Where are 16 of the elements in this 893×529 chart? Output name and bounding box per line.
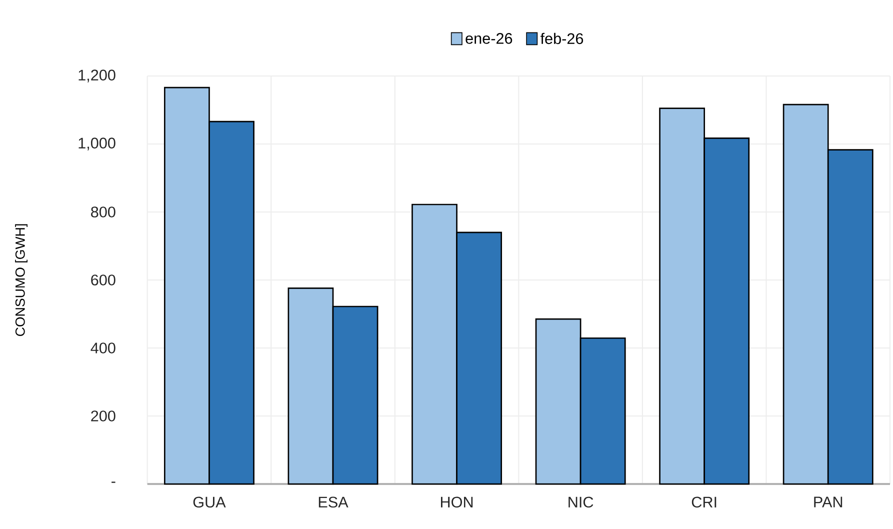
y-tick-label: 1,000 (78, 138, 116, 150)
y-axis-title: CONSUMO [GWH] (15, 224, 28, 336)
y-tick-label: 600 (91, 274, 116, 286)
legend-label: ene-26 (466, 33, 512, 44)
y-tick-label: 400 (90, 342, 116, 354)
legend-label: feb-26 (540, 32, 584, 44)
y-tick-label: 1,200 (78, 70, 116, 82)
y-tick-label: - (112, 482, 116, 483)
x-tick-label: NIC (568, 496, 594, 508)
x-tick-label: ESA (318, 496, 348, 508)
y-tick-label: 200 (91, 410, 116, 422)
x-tick-label: HON (440, 496, 473, 508)
x-tick-label: PAN (814, 496, 842, 508)
y-tick-label: 800 (91, 206, 116, 218)
x-tick-label: CRI (692, 496, 716, 508)
x-tick-label: GUA (193, 496, 226, 508)
